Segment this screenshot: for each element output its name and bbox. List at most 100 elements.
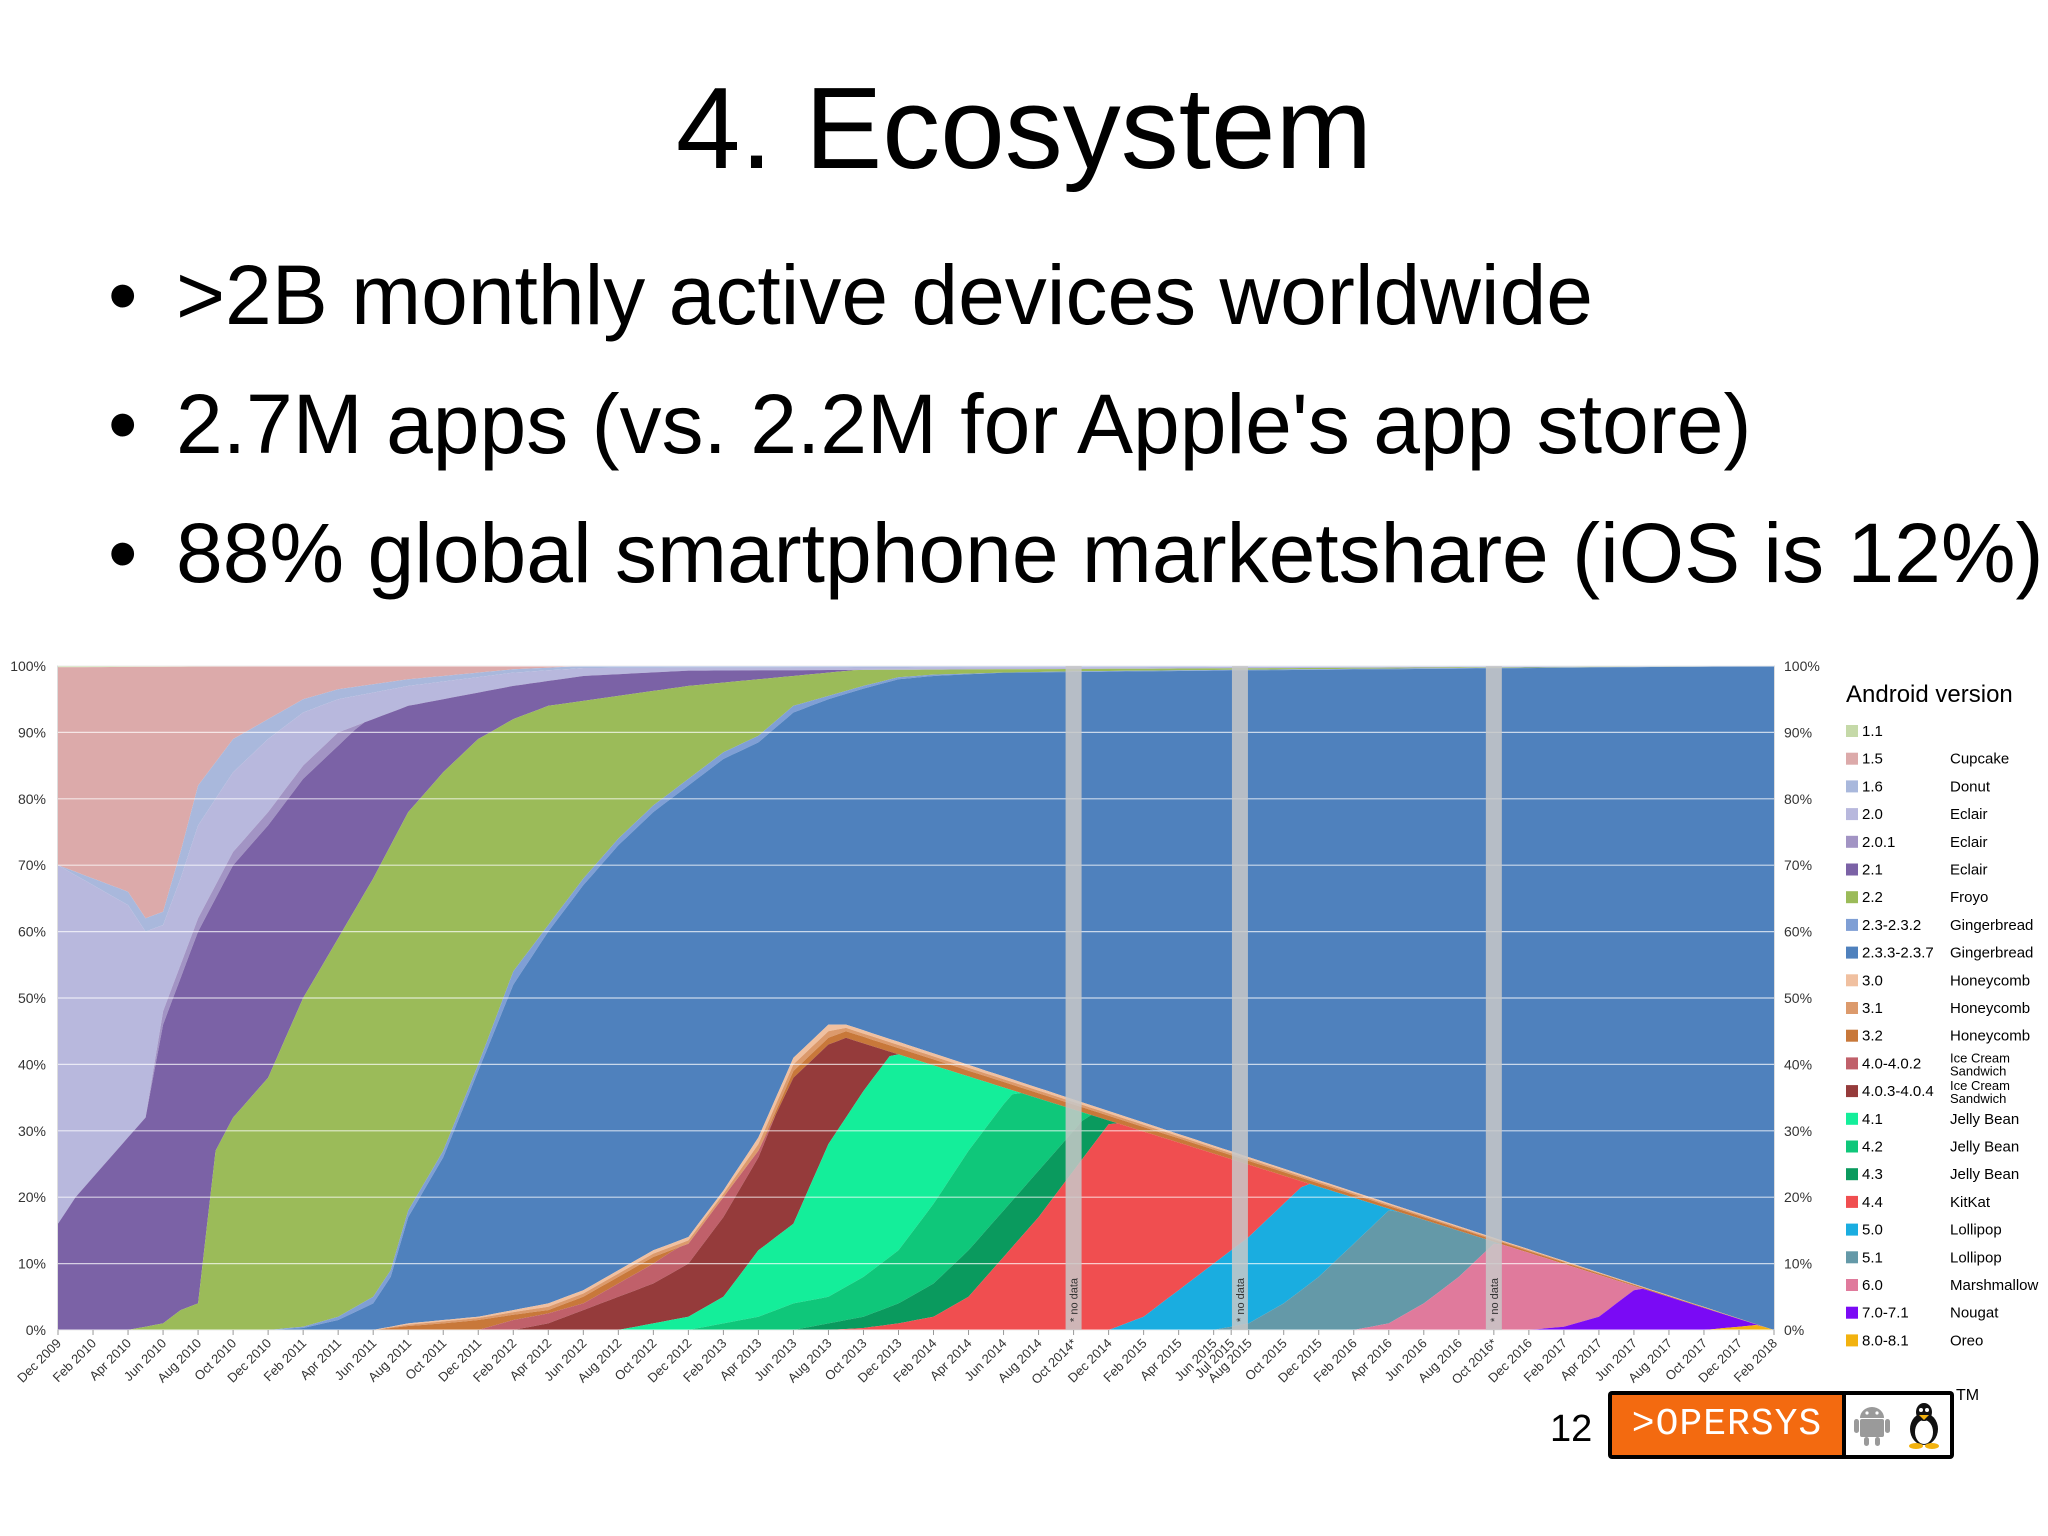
y-tick-label-left: 50% (18, 990, 46, 1006)
legend-swatch (1846, 1029, 1858, 1042)
area-band-4-2 (58, 1093, 1774, 1330)
legend-version: 4.0.3-4.0.4 (1862, 1083, 1934, 1100)
legend-name: Eclair (1950, 862, 1988, 879)
legend-name: Ice Cream (1950, 1050, 2010, 1065)
y-tick-label-right: 0% (1784, 1322, 1804, 1338)
legend-version: 8.0-8.1 (1862, 1332, 1909, 1349)
legend-name: Lollipop (1950, 1249, 2002, 1266)
area-band-2-2 (58, 666, 1774, 1330)
area-band-5-0 (58, 1183, 1774, 1330)
y-tick-label-right: 70% (1784, 857, 1812, 873)
legend-swatch (1846, 1334, 1858, 1347)
legend-name: Jelly Bean (1950, 1166, 2019, 1183)
y-tick-label-left: 10% (18, 1256, 46, 1272)
bullet-text: >2B monthly active devices worldwide (176, 248, 1594, 342)
area-band-4-1 (58, 1054, 1774, 1330)
legend-swatch (1846, 808, 1858, 821)
legend-name: Gingerbread (1950, 945, 2033, 962)
android-robot-icon (1854, 1407, 1890, 1446)
legend-name: Eclair (1950, 806, 1988, 823)
legend-version: 4.1 (1862, 1111, 1883, 1128)
area-band-1-5 (58, 666, 1774, 919)
y-tick-label-left: 80% (18, 791, 46, 807)
bullet-list: • >2B monthly active devices worldwide • 2… (108, 245, 2044, 632)
legend-swatch (1846, 974, 1858, 987)
legend-version: 4.4 (1862, 1194, 1883, 1211)
legend-version: 2.3.3-2.3.7 (1862, 945, 1934, 962)
no-data-label: * no data (1235, 1277, 1247, 1322)
legend-version: 5.0 (1862, 1222, 1883, 1239)
y-tick-label-right: 30% (1784, 1123, 1812, 1139)
legend-name: Sandwich (1950, 1091, 2006, 1106)
legend-version: 2.2 (1862, 889, 1883, 906)
legend-name: KitKat (1950, 1194, 1991, 1211)
y-tick-label-left: 40% (18, 1056, 46, 1072)
no-data-label: * no data (1489, 1277, 1501, 1322)
legend-swatch (1846, 835, 1858, 848)
legend-version: 6.0 (1862, 1277, 1883, 1294)
legend-title: Android version (1846, 681, 2013, 708)
legend-swatch (1846, 1279, 1858, 1291)
legend-name: Nougat (1950, 1305, 1999, 1322)
trademark-mark: TM (1956, 1387, 1980, 1404)
legend-version: 3.1 (1862, 1000, 1883, 1017)
bullet-text: 2.7M apps (vs. 2.2M for Apple's app stor… (176, 377, 1752, 471)
legend-version: 2.0 (1862, 806, 1883, 823)
legend-swatch (1846, 1057, 1858, 1070)
no-data-band (1231, 666, 1248, 1330)
android-version-chart: 0% 0% 10% 10% 20% 20% 30% 30% 40% 40% 50% 50% 60% 60%… (10, 658, 2039, 1387)
legend-version: 4.2 (1862, 1139, 1883, 1156)
legend-swatch (1846, 752, 1858, 765)
y-tick-label-left: 90% (18, 724, 46, 740)
legend-version: 3.0 (1862, 972, 1883, 989)
no-data-label: * no data (1069, 1277, 1081, 1322)
area-band-7-0-7-1 (58, 1288, 1774, 1330)
legend-swatch (1846, 863, 1858, 876)
y-tick-label-left: 20% (18, 1189, 46, 1205)
bullet-dot: • (108, 377, 138, 471)
bullet-item: • >2B monthly active devices worldwide (108, 245, 2044, 374)
y-tick-label-left: 60% (18, 924, 46, 940)
legend-version: 1.5 (1862, 751, 1883, 768)
legend-name: Ice Cream (1950, 1078, 2010, 1093)
legend-version: 2.3-2.3.2 (1862, 917, 1921, 934)
legend-swatch (1846, 1002, 1858, 1014)
bullet-dot: • (108, 248, 138, 342)
y-tick-label-right: 40% (1784, 1056, 1812, 1072)
legend-version: 1.6 (1862, 778, 1883, 795)
legend-swatch (1846, 946, 1858, 959)
legend-swatch (1846, 1195, 1858, 1208)
legend-version: 5.1 (1862, 1249, 1883, 1266)
y-tick-label-left: 100% (10, 658, 46, 674)
bullet-text: 88% global smartphone marketshare (iOS i… (176, 506, 2044, 600)
y-tick-label-right: 50% (1784, 990, 1812, 1006)
y-tick-label-right: 10% (1784, 1256, 1812, 1272)
area-band-5-1 (58, 1210, 1774, 1330)
legend-name: Sandwich (1950, 1063, 2006, 1078)
legend-version: 3.2 (1862, 1028, 1883, 1045)
legend-swatch (1846, 1168, 1858, 1181)
y-tick-label-right: 20% (1784, 1189, 1812, 1205)
y-tick-label-right: 90% (1784, 724, 1812, 740)
legend-swatch (1846, 918, 1858, 931)
logo-icons (1846, 1395, 1950, 1455)
legend-name: Froyo (1950, 889, 1988, 906)
legend-name: Eclair (1950, 834, 1988, 851)
bullet-item: • 2.7M apps (vs. 2.2M for Apple's app sto… (108, 374, 2044, 503)
y-tick-label-left: 30% (18, 1123, 46, 1139)
y-tick-label-right: 60% (1784, 924, 1812, 940)
bullet-item: • 88% global smartphone marketshare (iOS … (108, 503, 2044, 632)
legend-swatch (1846, 1112, 1858, 1125)
y-tick-label-right: 100% (1784, 658, 1820, 674)
legend-name: Gingerbread (1950, 917, 2033, 934)
legend-name: Marshmallow (1950, 1277, 2039, 1294)
legend-version: 1.1 (1862, 723, 1883, 740)
logo-text: >OPERSYS (1612, 1395, 1842, 1455)
legend-name: Honeycomb (1950, 1000, 2030, 1017)
legend-swatch (1846, 780, 1858, 793)
legend-swatch (1846, 891, 1858, 904)
no-data-band (1485, 666, 1502, 1330)
legend-version: 4.3 (1862, 1166, 1883, 1183)
legend-name: Oreo (1950, 1332, 1983, 1349)
y-tick-label-left: 0% (26, 1322, 46, 1338)
